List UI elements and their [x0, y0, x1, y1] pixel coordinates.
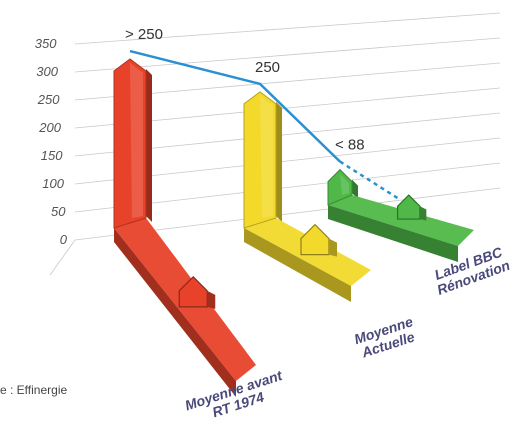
bar-highlight-3	[340, 173, 349, 195]
bar-foot-3	[328, 195, 474, 246]
house-icon	[396, 194, 421, 220]
data-label: < 88	[335, 137, 365, 154]
house-side	[329, 238, 337, 257]
y-tick-label: 250	[37, 92, 60, 107]
bar-side-1	[146, 69, 152, 222]
y-tick-label: 50	[51, 204, 66, 219]
bar-side-2	[276, 101, 282, 222]
bar-foot-front-1	[114, 228, 236, 397]
trend-line-dashed	[339, 160, 401, 201]
trend-line	[129, 49, 341, 163]
house-side	[419, 206, 427, 221]
source-note: e : Effinergie	[0, 383, 68, 397]
bar-foot-front-3	[328, 205, 458, 262]
bar-highlight-2	[260, 95, 273, 218]
y-tick-label: 300	[36, 64, 58, 79]
gridline	[74, 37, 501, 73]
bar-side-3	[352, 179, 358, 199]
data-label: 250	[255, 59, 280, 76]
axis-floor-line	[49, 239, 76, 276]
y-tick-label: 100	[42, 176, 64, 191]
bar-highlight-1	[130, 63, 143, 218]
data-label: > 250	[125, 26, 163, 43]
y-tick-label: 350	[35, 36, 57, 51]
y-tick-label: 150	[41, 148, 63, 163]
gridline	[74, 12, 501, 45]
house-side	[207, 290, 216, 309]
y-tick-label: 200	[38, 120, 61, 135]
house-icon	[300, 223, 330, 256]
bar-3	[327, 168, 353, 206]
y-tick-label: 0	[60, 232, 68, 247]
bar-foot-front-2	[244, 228, 351, 302]
